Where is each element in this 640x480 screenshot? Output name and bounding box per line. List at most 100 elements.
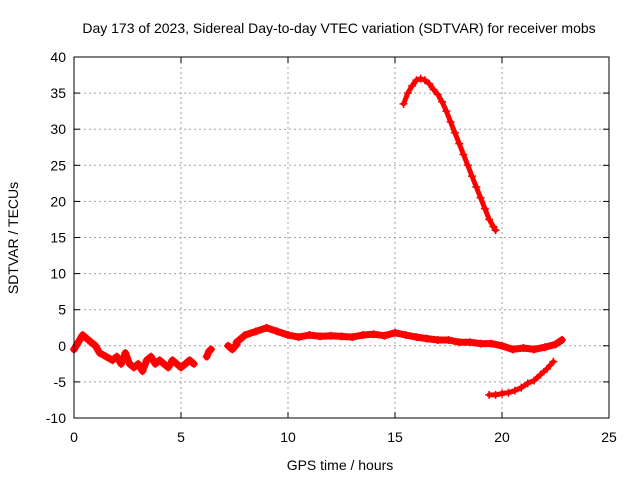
data-point	[442, 107, 451, 116]
data-point	[420, 76, 429, 85]
data-point	[151, 359, 160, 368]
data-point	[438, 97, 447, 106]
data-point	[491, 390, 500, 399]
data-point	[273, 327, 282, 336]
x-axis-label: GPS time / hours	[287, 457, 394, 473]
data-point	[138, 367, 147, 376]
x-tick-label: 20	[494, 429, 510, 445]
series-high-arc	[399, 74, 500, 235]
y-tick-label: 35	[50, 85, 66, 101]
y-tick-label: 40	[50, 49, 66, 65]
data-point	[78, 330, 87, 339]
y-tick-label: 15	[50, 230, 66, 246]
y-tick-label: -5	[54, 374, 67, 390]
data-point	[369, 330, 378, 339]
data-point	[348, 333, 357, 342]
data-point	[147, 352, 156, 361]
data-point	[129, 363, 138, 372]
data-point	[536, 370, 545, 379]
data-point	[504, 388, 513, 397]
series-low-arc	[485, 357, 558, 399]
data-point	[228, 345, 237, 354]
data-point	[459, 150, 468, 159]
data-point	[476, 339, 485, 348]
y-axis-label: SDTVAR / TECUs	[5, 182, 21, 294]
data-point	[485, 215, 494, 224]
data-point	[202, 352, 211, 361]
data-point	[241, 330, 250, 339]
data-point	[232, 338, 241, 347]
data-point	[294, 333, 303, 342]
data-point	[316, 332, 325, 341]
y-tick-label: 5	[58, 302, 66, 318]
x-tick-label: 5	[177, 429, 185, 445]
data-point	[112, 352, 121, 361]
data-point	[542, 364, 551, 373]
data-point	[408, 81, 417, 90]
data-point	[87, 338, 96, 347]
data-point	[549, 357, 558, 366]
data-point	[530, 376, 539, 385]
data-point	[121, 349, 130, 358]
series-main-track-late	[232, 323, 566, 354]
x-tick-label: 10	[280, 429, 296, 445]
axis-ticks: 0 5 10 15 20 25 -10 -5 0 5 10 15 20 25 30 35 40	[46, 49, 617, 445]
series-line-high-arc	[401, 76, 499, 233]
data-point	[185, 356, 194, 365]
data-point	[480, 204, 489, 213]
data-point	[206, 345, 215, 354]
data-point	[164, 363, 173, 372]
data-point	[95, 349, 104, 358]
data-point	[540, 343, 549, 352]
x-tick-label: 15	[387, 429, 403, 445]
data-point	[472, 182, 481, 191]
chart-title: Day 173 of 2023, Sidereal Day-to-day VTE…	[82, 20, 595, 36]
data-point	[468, 172, 477, 181]
data-point	[358, 330, 367, 339]
data-point	[476, 193, 485, 202]
data-point	[142, 356, 151, 365]
data-point	[155, 356, 164, 365]
data-point	[423, 334, 432, 343]
series-main-track-early	[70, 330, 198, 376]
data-point	[508, 345, 517, 354]
data-point	[262, 323, 271, 332]
data-series	[70, 74, 566, 399]
data-point	[326, 331, 335, 340]
data-point	[189, 359, 198, 368]
data-point	[455, 139, 464, 148]
data-point	[82, 334, 91, 343]
data-point	[510, 386, 519, 395]
data-point	[108, 356, 117, 365]
data-point	[491, 226, 500, 235]
data-point	[551, 340, 560, 349]
data-point	[412, 333, 421, 342]
y-tick-label: 0	[58, 338, 66, 354]
y-tick-label: 25	[50, 157, 66, 173]
data-point	[284, 330, 292, 339]
data-point	[425, 79, 434, 88]
data-point	[401, 330, 410, 339]
data-point	[517, 383, 526, 392]
data-point	[403, 89, 412, 98]
data-point	[498, 341, 506, 350]
data-point	[91, 341, 100, 350]
data-point	[433, 90, 442, 99]
data-point	[251, 327, 260, 336]
data-point	[523, 379, 532, 388]
data-point	[380, 331, 389, 340]
data-point	[412, 76, 421, 85]
data-point	[530, 345, 539, 354]
y-tick-label: -10	[46, 410, 66, 426]
x-tick-label: 25	[601, 429, 617, 445]
data-point	[487, 339, 496, 348]
data-point	[177, 363, 185, 372]
y-tick-label: 20	[50, 193, 66, 209]
data-point	[102, 352, 111, 361]
data-point	[429, 85, 438, 94]
series-segment-6h	[202, 345, 215, 361]
data-point	[391, 328, 399, 337]
data-point	[465, 338, 474, 347]
x-tick-label: 0	[70, 429, 78, 445]
